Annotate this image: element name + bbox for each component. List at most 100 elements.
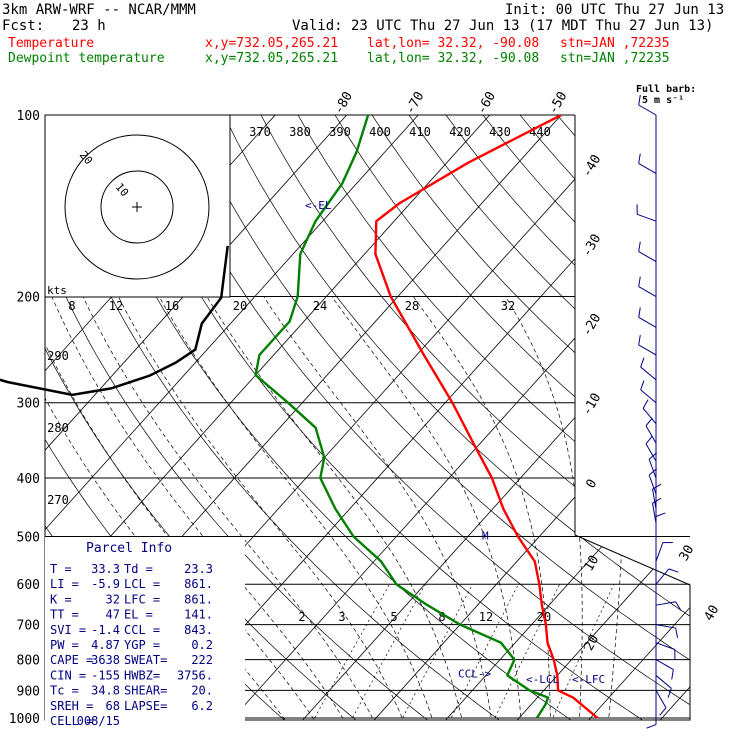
wind-barb-flag: [638, 153, 641, 164]
dry-adiabat-line: [667, 115, 690, 720]
pressure-label: 300: [17, 397, 40, 412]
isotherm-label: 40: [702, 603, 723, 624]
parcel-info-value: Tc =: [50, 684, 79, 698]
theta-label: 430: [489, 125, 511, 139]
wind-barb: [637, 213, 657, 222]
parcel-info-value: CCL =: [124, 623, 160, 637]
moist-adiabat-line: [158, 296, 437, 720]
isotherm-label: 20: [582, 632, 603, 653]
wind-barb: [655, 601, 676, 606]
wind-barb-flag: [648, 452, 658, 460]
parcel-info-value: 6.2: [191, 699, 213, 713]
wind-barb: [655, 675, 672, 689]
hodograph-units: kts: [47, 284, 67, 297]
parcel-info-value: LAPSE=: [124, 699, 167, 713]
full-barb-legend: Full barb:: [636, 84, 697, 95]
moist-adiabat-line: [51, 296, 351, 720]
parcel-info-value: K =: [50, 592, 72, 606]
parcel-info-value: SREH =: [50, 699, 93, 713]
valid-time: Valid: 23 UTC Thu 27 Jun 13 (17 MDT Thu …: [292, 18, 714, 34]
temperature-legend-xy: x,y=732.05,265.21: [205, 36, 339, 51]
isotherm-line: [45, 115, 347, 720]
isotherm-label: -20: [580, 311, 605, 339]
wind-barb-flag: [652, 497, 662, 504]
pressure-label: 900: [17, 684, 40, 699]
temperature-profile: [374, 115, 599, 719]
moist-adiabat-line: [331, 296, 523, 720]
dry-adiabat-line: [112, 115, 660, 720]
parcel-info-value: CAPE =: [50, 653, 93, 667]
theta-label: 390: [329, 125, 351, 139]
dry-adiabat-line: [45, 115, 515, 720]
theta-left-label: 280: [47, 421, 69, 435]
wind-barb: [655, 568, 670, 585]
theta-left-label: 290: [47, 349, 69, 363]
wind-barb-flag: [675, 627, 679, 638]
parcel-info-value: -1.4: [91, 623, 120, 637]
hodograph-trace: [0, 245, 229, 397]
annotation-label: M: [482, 529, 489, 542]
dewpoint-legend-station: stn=JAN ,72235: [560, 51, 670, 66]
dry-adiabat-line: [45, 115, 442, 720]
parcel-info-value: 33.3: [91, 562, 120, 576]
wind-barb-flag: [675, 601, 682, 611]
pressure-label: 200: [17, 291, 40, 306]
mixing-ratio-line: [488, 584, 561, 720]
wind-barb: [638, 316, 657, 328]
dewpoint-profile: [254, 115, 550, 719]
moist-adiabat-line: [596, 296, 624, 720]
parcel-info-value: Td =: [124, 562, 153, 576]
isotherm-label: 30: [677, 543, 698, 564]
parcel-info-box: [45, 537, 245, 722]
annotation-label: <-LCL: [526, 673, 559, 686]
pressure-label: 700: [17, 619, 40, 634]
parcel-info-value: 861.: [184, 592, 213, 606]
isotherm-line: [578, 115, 690, 720]
pressure-label: 800: [17, 654, 40, 669]
wind-barb: [638, 163, 657, 174]
mixing-ratio-label: 8: [438, 610, 445, 624]
parcel-info-value: 34.8: [91, 684, 120, 698]
parcel-info-value: YGP =: [124, 638, 160, 652]
parcel-info-value: EL =: [124, 608, 153, 622]
temperature-legend-latlon: lat,lon= 32.32, -90.08: [367, 36, 540, 51]
parcel-info-value: SWEAT=: [124, 653, 167, 667]
wind-barb-flag: [659, 707, 667, 716]
theta-label: 400: [369, 125, 391, 139]
moist-adiabat-line: [82, 296, 380, 720]
wind-barb-flag: [642, 399, 649, 409]
dry-adiabat-line: [630, 115, 690, 720]
parcel-info-value: 23.3: [184, 562, 213, 576]
hodograph-ring-inner: [100, 170, 174, 244]
wind-barb: [655, 624, 676, 629]
model-title: 3km ARW-WRF -- NCAR/MMM: [2, 2, 196, 18]
pressure-label: 500: [17, 530, 40, 545]
parcel-info-value: T =: [50, 562, 72, 576]
wind-barb-flag: [640, 380, 645, 391]
wind-barb-flag: [638, 307, 641, 318]
parcel-info-value: CELL =: [50, 714, 93, 728]
wind-barb: [652, 489, 657, 509]
parcel-info-value: SVI =: [50, 623, 86, 637]
wind-barb-flag: [667, 688, 672, 698]
parcel-info-value: 843.: [184, 623, 213, 637]
wind-barb: [640, 366, 657, 381]
parcel-info-value: HWBZ=: [124, 668, 160, 682]
moist-adiabat-line: [263, 296, 494, 720]
parcel-info-value: CIN =: [50, 668, 86, 682]
mixing-ratio-line: [546, 584, 615, 720]
mixing-ratio-label: 20: [233, 299, 247, 313]
mixing-ratio-label: 5: [390, 610, 397, 624]
wind-barb: [648, 474, 657, 495]
forecast-hour: 23 h: [72, 18, 106, 34]
parcel-info-value: LI =: [50, 577, 79, 591]
wind-barb-flag: [638, 241, 641, 252]
dry-adiabat-line: [482, 115, 690, 720]
moist-adiabat-line: [117, 296, 408, 720]
isotherm-line: [45, 115, 490, 720]
wind-barb: [638, 251, 657, 262]
wind-barb-flag: [652, 483, 662, 490]
moist-adiabat-line: [206, 296, 465, 720]
theta-left-label: 270: [47, 493, 69, 507]
